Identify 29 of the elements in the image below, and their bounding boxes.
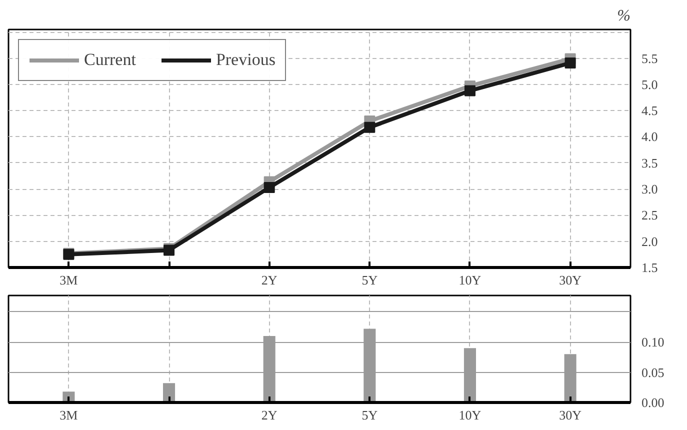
- point: [264, 182, 275, 193]
- y-tick-label: 3.5: [642, 155, 658, 170]
- x-tick-label: 2Y: [261, 272, 278, 288]
- legend-label: Current: [84, 50, 136, 70]
- y-tick-label: 0.00: [642, 395, 664, 410]
- y-tick-label: 4.0: [642, 129, 658, 144]
- x-tick-label: 30Y: [559, 272, 582, 288]
- x-tick-label: 10Y: [458, 272, 482, 288]
- point: [564, 57, 576, 68]
- y-tick-label: 2.0: [642, 234, 658, 249]
- x-tick-label: 3M: [60, 408, 78, 422]
- x-tick-label: 30Y: [559, 408, 582, 422]
- x-tick-label: 3M: [60, 272, 78, 288]
- x-tick-label: 5Y: [362, 408, 378, 422]
- x-tick-label: 2Y: [261, 408, 278, 422]
- y-tick-label: 5.5: [642, 50, 658, 66]
- legend-label: Previous: [216, 50, 276, 70]
- x-tick-label: 5Y: [362, 272, 378, 288]
- y-tick-label: 1.5: [642, 260, 658, 275]
- point: [364, 122, 376, 133]
- y-tick-label: 4.5: [642, 103, 658, 118]
- y-tick-label: 2.5: [642, 208, 658, 223]
- y-tick-label: 0.10: [642, 334, 664, 350]
- y-tick-label: 5.0: [642, 76, 658, 92]
- y-tick-label: 0.05: [642, 364, 664, 380]
- y-axis-title: %: [617, 8, 630, 24]
- x-tick-label: 10Y: [458, 408, 482, 422]
- y-tick-label: 3.0: [642, 182, 658, 197]
- point: [464, 85, 476, 96]
